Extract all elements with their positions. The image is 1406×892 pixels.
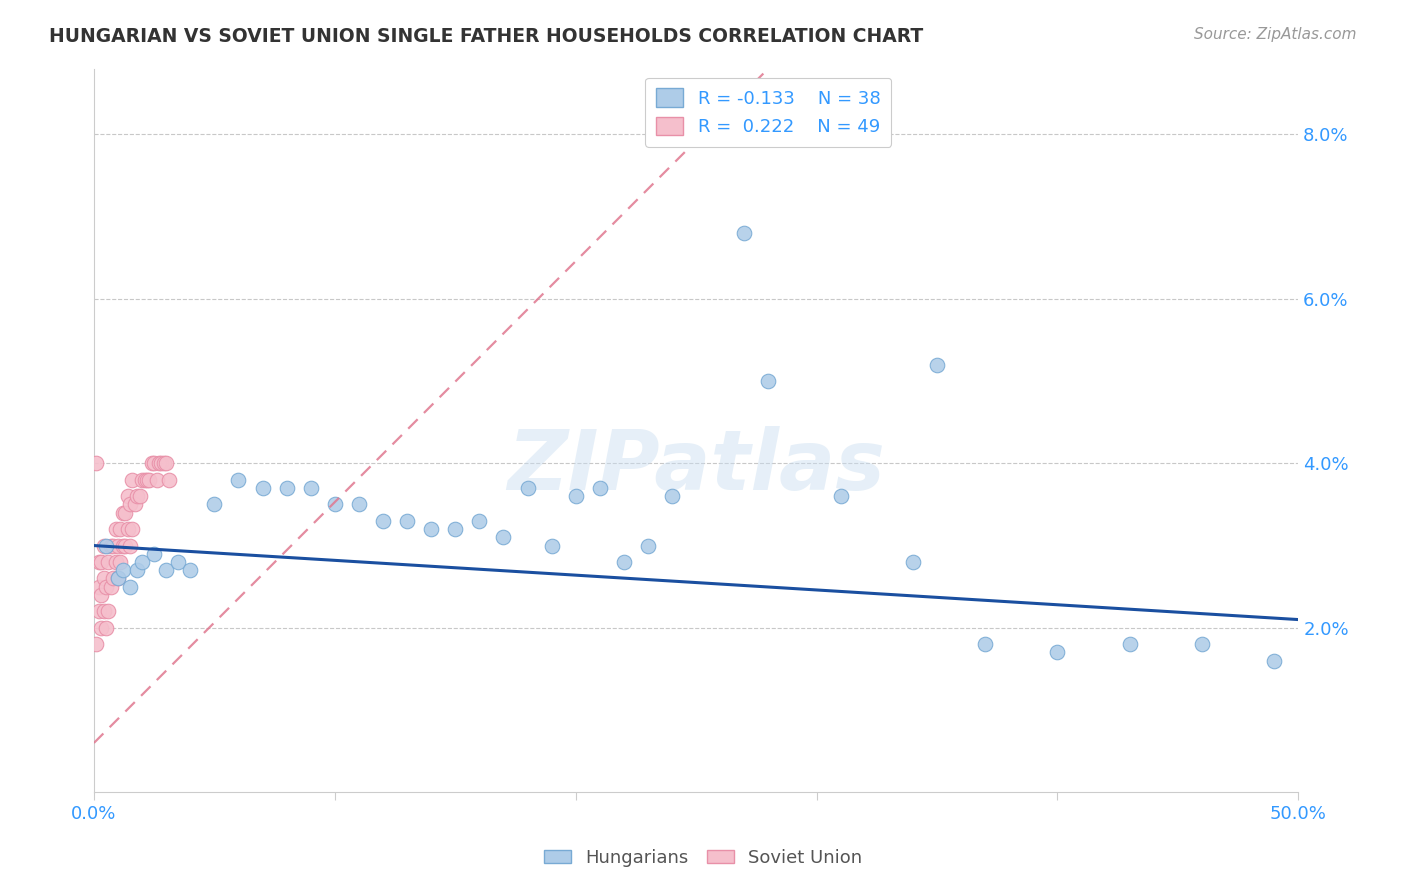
Point (86, 637, 108, 651)
Point (276, 481, 298, 495)
Point (114, 506, 136, 520)
Point (167, 555, 190, 569)
Point (90, 588, 112, 602)
Point (152, 456, 174, 470)
Point (121, 473, 143, 487)
Point (114, 539, 136, 553)
Point (637, 539, 659, 553)
Point (420, 522, 443, 536)
Point (107, 539, 129, 553)
Point (117, 489, 139, 503)
Point (155, 456, 177, 470)
Point (87, 604, 110, 618)
Point (661, 489, 683, 503)
Point (120, 497, 142, 511)
Point (97, 555, 120, 569)
Point (143, 456, 166, 470)
Point (110, 522, 132, 536)
Point (103, 571, 125, 585)
Point (148, 456, 170, 470)
Point (120, 580, 142, 594)
Point (104, 522, 127, 536)
Point (540, 539, 562, 553)
Point (100, 539, 122, 553)
Point (111, 563, 134, 577)
Point (299, 481, 322, 495)
Point (468, 514, 491, 528)
Point (733, 226, 755, 240)
Point (155, 563, 177, 577)
Text: ZIPatlas: ZIPatlas (508, 426, 884, 507)
Point (228, 473, 250, 487)
Point (128, 489, 150, 503)
Text: HUNGARIAN VS SOVIET UNION SINGLE FATHER HOUSEHOLDS CORRELATION CHART: HUNGARIAN VS SOVIET UNION SINGLE FATHER … (49, 27, 924, 45)
Point (135, 473, 157, 487)
Point (94, 580, 117, 594)
Point (97, 604, 120, 618)
Point (93, 539, 115, 553)
Point (1263, 654, 1285, 668)
Point (252, 481, 274, 495)
Point (1118, 637, 1140, 651)
Point (179, 563, 201, 577)
Point (516, 481, 538, 495)
Point (111, 539, 134, 553)
Point (444, 522, 467, 536)
Point (145, 473, 167, 487)
Point (93, 604, 115, 618)
Point (103, 539, 125, 553)
Point (93, 571, 115, 585)
Point (107, 571, 129, 585)
Point (371, 514, 394, 528)
Point (111, 506, 134, 520)
Point (396, 514, 419, 528)
Point (120, 539, 142, 553)
Point (492, 530, 515, 544)
Point (830, 489, 852, 503)
Point (143, 547, 166, 561)
Point (589, 481, 612, 495)
Point (87, 580, 110, 594)
Point (124, 497, 146, 511)
Point (1046, 645, 1069, 659)
Point (110, 555, 132, 569)
Point (100, 580, 122, 594)
Point (564, 489, 586, 503)
Point (974, 637, 997, 651)
Point (202, 497, 225, 511)
Point (104, 555, 127, 569)
Point (1191, 637, 1213, 651)
Point (925, 358, 948, 372)
Point (157, 473, 180, 487)
Point (131, 473, 153, 487)
Point (87, 555, 110, 569)
Text: Source: ZipAtlas.com: Source: ZipAtlas.com (1194, 27, 1357, 42)
Point (86, 456, 108, 470)
Point (90, 555, 112, 569)
Point (90, 621, 112, 635)
Point (117, 522, 139, 536)
Point (347, 497, 370, 511)
Point (121, 522, 143, 536)
Legend: Hungarians, Soviet Union: Hungarians, Soviet Union (537, 842, 869, 874)
Point (107, 571, 129, 585)
Point (901, 555, 924, 569)
Point (127, 489, 149, 503)
Point (131, 555, 153, 569)
Point (613, 555, 636, 569)
Point (141, 456, 163, 470)
Point (323, 497, 346, 511)
Point (150, 456, 173, 470)
Point (138, 473, 160, 487)
Legend: R = -0.133    N = 38, R =  0.222    N = 49: R = -0.133 N = 38, R = 0.222 N = 49 (645, 78, 891, 147)
Point (134, 473, 156, 487)
Point (127, 563, 149, 577)
Point (758, 374, 780, 388)
Point (94, 539, 117, 553)
Point (94, 621, 117, 635)
